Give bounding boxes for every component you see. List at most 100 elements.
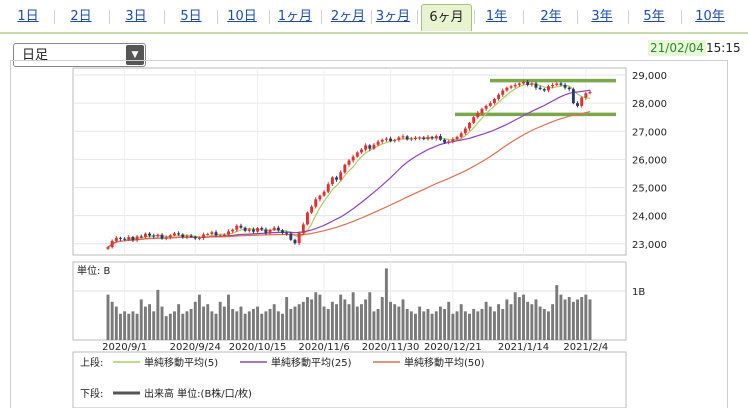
candle-body — [289, 233, 293, 240]
candle-body — [497, 94, 501, 99]
volume-bar — [422, 311, 426, 340]
candle-body — [571, 89, 575, 104]
candle-body — [351, 156, 355, 161]
candle-body — [272, 227, 276, 230]
candle-body — [567, 87, 571, 90]
candle-body — [463, 128, 467, 134]
volume-bar — [588, 299, 592, 340]
candle-body — [181, 234, 185, 238]
tab-8[interactable]: 3ヶ月 — [375, 9, 411, 24]
volume-bar — [268, 308, 272, 340]
candle-body — [326, 184, 330, 192]
volume-bar — [509, 304, 513, 340]
period-select[interactable]: 日足 ▼ — [13, 43, 146, 67]
candle-body — [206, 233, 210, 235]
x-tick-label: 2020/10/15 — [229, 342, 287, 353]
candle-body — [160, 234, 164, 239]
volume-bar — [135, 313, 139, 340]
candle-body — [509, 86, 513, 88]
volume-bar — [347, 304, 351, 340]
tab-separator — [269, 10, 270, 24]
volume-bar — [318, 294, 322, 340]
volume-bar — [127, 313, 131, 340]
candle-body — [293, 239, 297, 244]
tab-11[interactable]: 2年 — [540, 9, 562, 24]
candle-body — [318, 195, 322, 200]
volume-bar — [173, 311, 176, 340]
volume-bar — [335, 304, 338, 340]
candle-body — [251, 229, 255, 232]
tab-14[interactable]: 10年 — [695, 9, 725, 24]
candle-body — [468, 122, 471, 129]
volume-bar — [559, 294, 563, 340]
candle-body — [393, 139, 397, 142]
candle-body — [563, 84, 567, 88]
volume-bar — [210, 311, 214, 340]
candle-body — [368, 145, 372, 149]
volume-bar — [455, 311, 459, 340]
tab-separator — [577, 10, 578, 24]
legend-ma50-label: 単純移動平均(50) — [404, 356, 485, 369]
volume-tick-label: 1B — [632, 287, 645, 298]
candle-body — [488, 103, 492, 106]
candle-body — [239, 225, 243, 228]
tab-3[interactable]: 3日 — [125, 9, 147, 24]
tab-separator — [164, 10, 165, 24]
period-tabs: 1日 2日 3日 5日 10日 1ヶ月 2ヶ月 3ヶ月 6ヶ月 1年 2年 3年 5年 10年 — [0, 0, 748, 34]
candle-body — [546, 86, 550, 91]
candle-body — [576, 103, 579, 106]
tab-12[interactable]: 3年 — [591, 9, 613, 24]
candle-body — [476, 112, 480, 118]
tab-separator — [417, 10, 418, 24]
volume-bar — [264, 311, 268, 340]
volume-bar — [438, 306, 442, 340]
volume-bar — [185, 311, 189, 340]
price-tick-label: 26,000 — [632, 155, 667, 166]
volume-bar — [414, 313, 417, 340]
candle-body — [301, 224, 305, 234]
volume-bar — [468, 313, 471, 340]
volume-bar — [189, 308, 193, 340]
tab-7[interactable]: 2ヶ月 — [330, 9, 366, 24]
volume-bar — [193, 301, 197, 340]
candle-body — [339, 172, 343, 180]
tab-9[interactable]: 6ヶ月 — [421, 4, 472, 31]
candle-body — [243, 227, 247, 231]
volume-bar — [576, 299, 579, 340]
last-time: 15:15 — [706, 41, 741, 55]
volume-bar — [301, 301, 305, 340]
volume-bar — [376, 308, 380, 340]
candle-body — [123, 238, 127, 240]
candle-body — [459, 133, 463, 137]
volume-bar — [251, 308, 255, 340]
tab-2[interactable]: 2日 — [70, 9, 92, 24]
price-tick-label: 24,000 — [632, 212, 667, 223]
candle-body — [376, 141, 380, 145]
volume-bar — [555, 285, 559, 340]
legend-volume-label: 出来高 単位:(B株/口/枚) — [144, 387, 252, 400]
volume-bar — [443, 308, 447, 340]
candle-body — [330, 177, 334, 185]
volume-bar — [434, 311, 438, 340]
tab-separator — [321, 10, 322, 24]
x-tick-label: 2020/9/24 — [170, 342, 221, 353]
volume-bar — [256, 306, 260, 340]
volume-bar — [310, 299, 314, 340]
tab-1[interactable]: 1日 — [17, 9, 39, 24]
volume-bar — [484, 301, 488, 340]
tab-5[interactable]: 10日 — [227, 9, 257, 24]
tab-10[interactable]: 1年 — [485, 9, 508, 24]
candle-body — [193, 236, 197, 239]
tab-4[interactable]: 5日 — [180, 9, 202, 24]
tab-13[interactable]: 5年 — [643, 9, 665, 24]
volume-bar — [567, 297, 571, 340]
tab-6[interactable]: 1ヶ月 — [277, 9, 313, 24]
candle-body — [501, 90, 505, 95]
volume-bar — [513, 292, 517, 340]
volume-bar — [181, 313, 185, 340]
volume-bar — [276, 311, 280, 340]
volume-bar — [247, 311, 251, 340]
volume-bar — [393, 304, 397, 340]
volume-bar — [330, 301, 334, 340]
candle-body — [555, 83, 559, 85]
